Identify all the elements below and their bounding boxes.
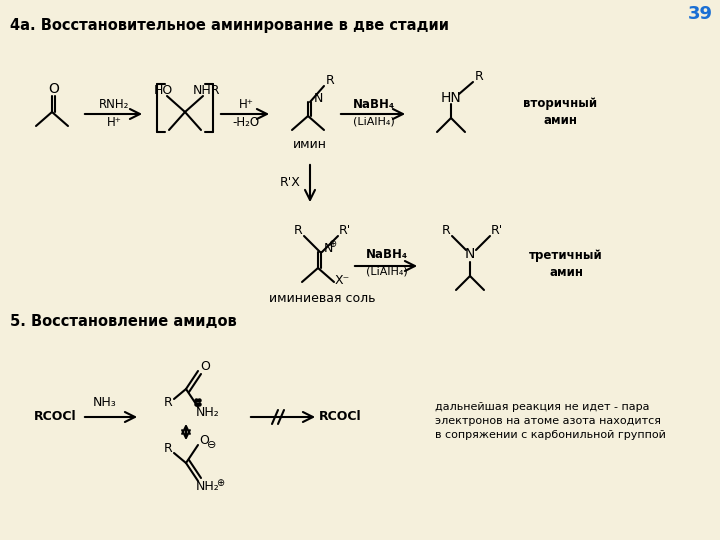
Text: R': R' bbox=[339, 225, 351, 238]
Text: NH₂: NH₂ bbox=[196, 407, 220, 420]
Text: HN: HN bbox=[441, 91, 462, 105]
Text: N: N bbox=[314, 92, 323, 105]
Text: R: R bbox=[441, 225, 451, 238]
Text: X⁻: X⁻ bbox=[334, 273, 350, 287]
Text: R'X: R'X bbox=[279, 177, 300, 190]
Text: (LiAlH₄): (LiAlH₄) bbox=[353, 116, 395, 126]
Text: ⊕: ⊕ bbox=[216, 478, 224, 488]
Text: NH₃: NH₃ bbox=[93, 396, 117, 409]
Text: вторичный: вторичный bbox=[523, 98, 597, 111]
Text: NaBH₄: NaBH₄ bbox=[353, 98, 395, 111]
Text: амин: амин bbox=[549, 266, 583, 279]
Text: O: O bbox=[200, 360, 210, 373]
Text: ⊕: ⊕ bbox=[328, 239, 336, 249]
Text: NHR: NHR bbox=[193, 84, 221, 97]
Text: 39: 39 bbox=[688, 5, 713, 23]
Text: R: R bbox=[163, 396, 172, 409]
Text: N: N bbox=[465, 247, 475, 261]
Text: R: R bbox=[325, 75, 334, 87]
Text: третичный: третичный bbox=[529, 249, 603, 262]
Text: R: R bbox=[294, 225, 302, 238]
Text: RNH₂: RNH₂ bbox=[99, 98, 129, 111]
Text: амин: амин bbox=[543, 113, 577, 126]
Text: иминиевая соль: иминиевая соль bbox=[269, 292, 375, 305]
Text: дальнейшая реакция не идет - пара: дальнейшая реакция не идет - пара bbox=[435, 402, 649, 412]
Text: N: N bbox=[324, 242, 333, 255]
Text: электронов на атоме азота находится: электронов на атоме азота находится bbox=[435, 416, 661, 426]
Text: (LiAlH₄): (LiAlH₄) bbox=[366, 267, 408, 277]
Text: NH₂: NH₂ bbox=[196, 481, 220, 494]
Text: в сопряжении с карбонильной группой: в сопряжении с карбонильной группой bbox=[435, 430, 666, 440]
Text: H⁺: H⁺ bbox=[107, 116, 122, 129]
Text: H⁺: H⁺ bbox=[238, 98, 253, 111]
Text: ⊖: ⊖ bbox=[207, 440, 217, 450]
Text: R: R bbox=[163, 442, 172, 456]
Text: O: O bbox=[48, 82, 60, 96]
Text: O: O bbox=[199, 434, 209, 447]
Text: RCOCl: RCOCl bbox=[319, 410, 361, 423]
Text: 4а. Восстановительное аминирование в две стадии: 4а. Восстановительное аминирование в две… bbox=[10, 18, 449, 33]
Text: NaBH₄: NaBH₄ bbox=[366, 248, 408, 261]
Text: -H₂O: -H₂O bbox=[233, 116, 260, 129]
Text: 5. Восстановление амидов: 5. Восстановление амидов bbox=[10, 314, 237, 329]
Text: R: R bbox=[474, 71, 483, 84]
Text: HO: HO bbox=[153, 84, 173, 97]
Text: RCOCl: RCOCl bbox=[34, 410, 76, 423]
Text: R': R' bbox=[491, 225, 503, 238]
Text: имин: имин bbox=[293, 138, 327, 151]
